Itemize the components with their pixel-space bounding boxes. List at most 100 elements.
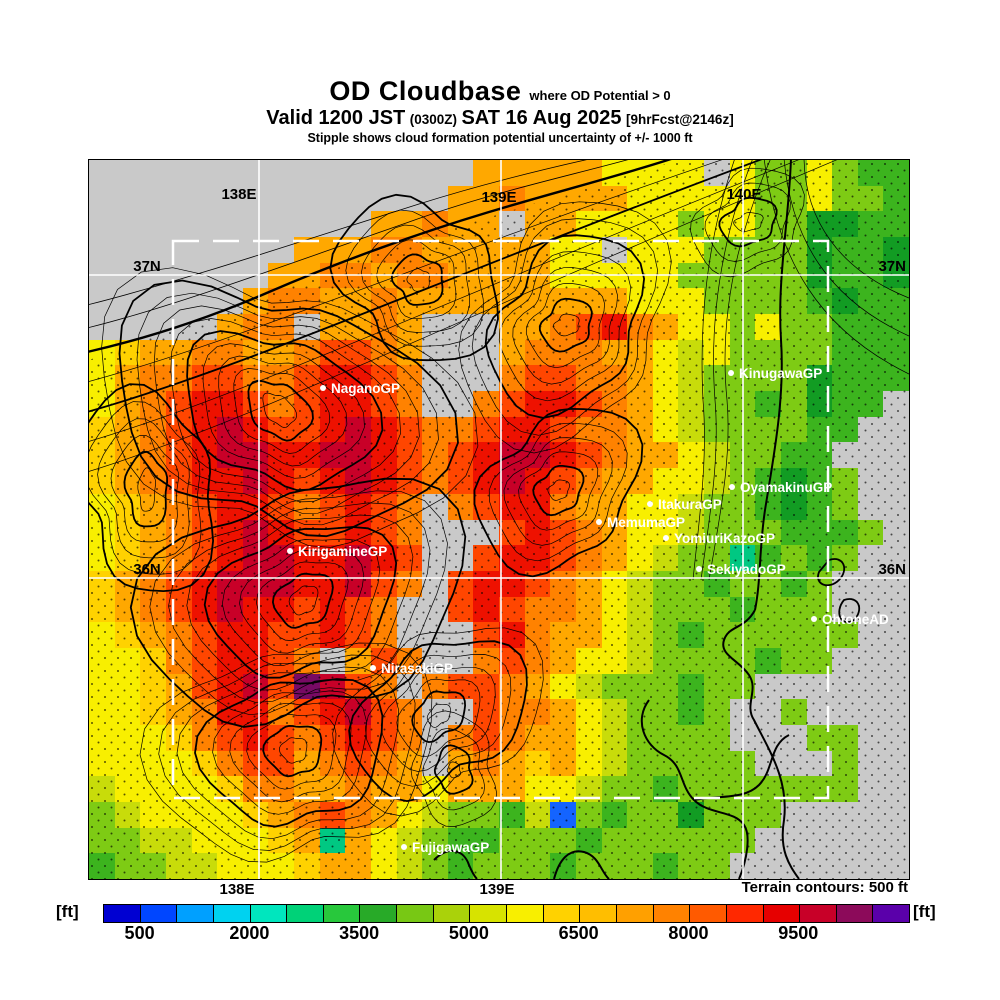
grid-cell xyxy=(422,160,448,186)
colorbar-segment xyxy=(873,905,910,922)
site-marker-dot xyxy=(320,385,326,391)
colorbar-segment xyxy=(360,905,398,922)
grid-cell xyxy=(473,185,499,212)
colorbar-unit-right: [ft] xyxy=(913,902,936,921)
lon-label-139e-top: 139E xyxy=(481,189,516,206)
colorbar-tick: 3500 xyxy=(339,923,380,943)
site-marker-dot xyxy=(729,484,735,490)
grid-cell xyxy=(268,185,294,212)
grid-cell xyxy=(217,185,243,212)
colorbar-segment xyxy=(287,905,324,922)
site-marker-dot xyxy=(370,665,376,671)
map-canvas: 138E 139E 140E 37N 37N 36N 36N NaganoGP K… xyxy=(88,159,910,880)
grid-cell xyxy=(191,185,218,212)
grid-cell xyxy=(140,185,166,212)
site-label: KirigamineGP xyxy=(298,544,387,559)
site-marker-dot xyxy=(728,370,734,376)
valid-line: Valid 1200 JST (0300Z) SAT 16 Aug 2025 [… xyxy=(0,107,1000,130)
colorbar-segment xyxy=(800,905,837,922)
grid-cell xyxy=(550,160,576,186)
grid-cell xyxy=(114,211,141,238)
graticule-lines xyxy=(89,160,909,879)
site-label: NirasakiGP xyxy=(381,661,453,676)
grid-cell xyxy=(114,314,141,340)
site-marker-dot xyxy=(596,519,602,525)
colorbar-unit-left: [ft] xyxy=(56,902,79,921)
lon-label-138e-bottom: 138E xyxy=(219,881,255,898)
valid-date: SAT 16 Aug 2025 xyxy=(461,107,622,130)
lat-label-37n-left: 37N xyxy=(133,258,161,275)
grid-cell xyxy=(242,185,269,212)
colorbar-tick: 2000 xyxy=(229,923,270,943)
grid-cell xyxy=(294,185,320,212)
site-label: ItakuraGP xyxy=(658,497,722,512)
colorbar-segment xyxy=(580,905,617,922)
map-overlay: 138E 139E 140E 37N 37N 36N 36N NaganoGP K… xyxy=(89,160,909,879)
header: OD Cloudbase where OD Potential > 0 Valid… xyxy=(0,76,1000,145)
colorbar-segment xyxy=(726,905,764,922)
grid-cell xyxy=(345,211,371,238)
grid-cell xyxy=(345,160,371,186)
lon-label-138e-top: 138E xyxy=(221,186,256,203)
colorbar-segment xyxy=(177,905,214,922)
title-line: OD Cloudbase where OD Potential > 0 xyxy=(0,76,1000,107)
site-label: OhtoneAD xyxy=(822,612,889,627)
graticule-labels: 138E 139E 140E 37N 37N 36N 36N xyxy=(133,186,906,578)
colorbar-tick: 9500 xyxy=(778,923,819,943)
grid-cell xyxy=(191,288,218,315)
grid-cell xyxy=(89,185,115,212)
grid-cell xyxy=(114,185,141,212)
grid-cell xyxy=(345,185,371,212)
grid-cell xyxy=(473,160,499,186)
model-domain-box xyxy=(171,239,830,800)
grid-cell xyxy=(89,160,115,186)
lon-label-139e-bottom: 139E xyxy=(479,881,515,898)
grid-cell xyxy=(396,160,423,186)
site-marker-dot xyxy=(663,535,669,541)
grid-cell xyxy=(114,288,141,315)
grid-cell xyxy=(268,160,294,186)
grid-cell xyxy=(319,160,346,186)
grid-cell xyxy=(319,185,346,212)
site-label: SekiyadoGP xyxy=(707,562,786,577)
colorbar-segment xyxy=(690,905,727,922)
grid-cell xyxy=(217,160,243,186)
colorbar-segment xyxy=(653,905,691,922)
colorbar-segment xyxy=(470,905,508,922)
grid-cell xyxy=(524,160,551,186)
colorbar-segment xyxy=(507,905,544,922)
grid-cell xyxy=(396,211,423,238)
colorbar-tick: 5000 xyxy=(448,923,489,943)
colorbar-segment xyxy=(323,905,361,922)
grid-cell xyxy=(140,211,166,238)
colorbar xyxy=(103,904,910,923)
grid-cell xyxy=(499,160,525,186)
site-label: OyamakinuGP xyxy=(740,480,832,495)
colorbar-segment xyxy=(433,905,471,922)
grid-cell xyxy=(114,160,141,186)
lat-label-36n-left: 36N xyxy=(133,561,161,578)
terrain-contours-note: Terrain contours: 500 ft xyxy=(741,879,908,896)
title-condition: where OD Potential > 0 xyxy=(529,88,671,103)
grid-cell xyxy=(294,211,320,238)
site-marker-dot xyxy=(696,566,702,572)
grid-cell xyxy=(217,211,243,238)
colorbar-segment xyxy=(836,905,874,922)
grid-cell xyxy=(165,185,192,212)
colorbar-segment xyxy=(140,905,178,922)
grid-cell xyxy=(140,160,166,186)
valid-zulu: (0300Z) xyxy=(409,112,458,128)
colorbar-tick: 6500 xyxy=(558,923,599,943)
lon-label-140e-top: 140E xyxy=(726,186,761,203)
valid-time: Valid 1200 JST xyxy=(266,107,406,130)
page-title: OD Cloudbase xyxy=(329,76,522,106)
colorbar-segment xyxy=(543,905,581,922)
grid-cell xyxy=(165,160,192,186)
site-marker-dot xyxy=(811,616,817,622)
site-label: NaganoGP xyxy=(331,381,400,396)
grid-cell xyxy=(268,211,294,238)
grid-cell xyxy=(89,237,115,263)
site-label: MemumaGP xyxy=(607,515,685,530)
grid-cell xyxy=(447,160,474,186)
grid-cell xyxy=(242,160,269,186)
